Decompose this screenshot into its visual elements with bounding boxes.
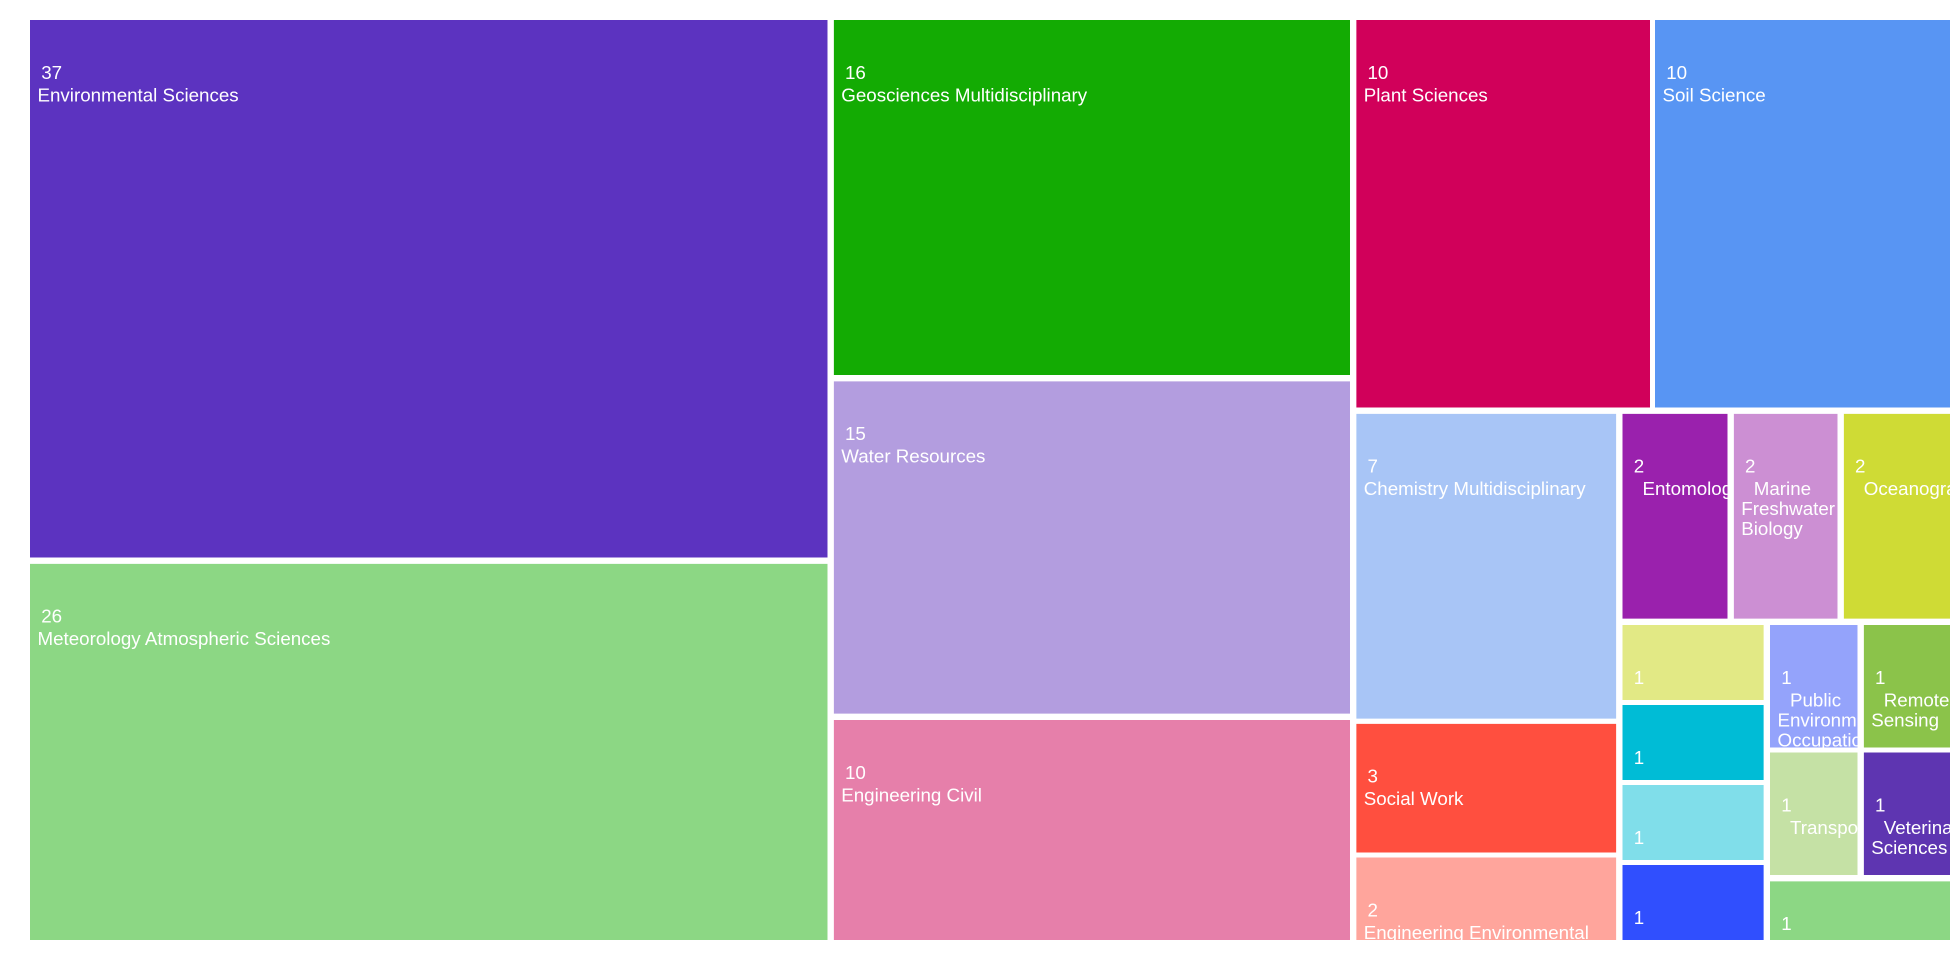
tile-value: 1 xyxy=(1875,794,1885,815)
tile-value: 2 xyxy=(1745,456,1755,477)
tile-label: Environmental Sciences xyxy=(38,84,239,105)
tile-label: Marine Freshwater Biology xyxy=(1741,478,1840,539)
tile-label: Social Work xyxy=(1364,788,1464,809)
tile-rect[interactable] xyxy=(1622,785,1764,860)
tile-rect[interactable] xyxy=(30,20,828,558)
tile-label: Oceanography xyxy=(1864,478,1960,499)
tile-value: 1 xyxy=(1634,667,1644,688)
tile-rect[interactable] xyxy=(1622,625,1764,700)
tile-value: 7 xyxy=(1368,456,1378,477)
tile-value: 1 xyxy=(1634,907,1644,928)
tile-rect[interactable] xyxy=(1356,857,1617,941)
tile-rect[interactable] xyxy=(1356,413,1617,719)
tile-label: Chemistry Multidisciplinary xyxy=(1364,478,1587,499)
tile-label: Engineering Civil xyxy=(841,784,982,805)
tile-label: Water Resources xyxy=(841,446,985,467)
tile-rect[interactable] xyxy=(833,381,1350,714)
tile[interactable]: 1 xyxy=(1770,881,1950,940)
tile-value: 15 xyxy=(845,423,866,444)
tile-value: 26 xyxy=(41,606,62,627)
tile-rect[interactable] xyxy=(833,720,1350,940)
tile-label: Veterinary Sciences xyxy=(1871,817,1960,858)
tile[interactable]: 1 xyxy=(1622,785,1764,860)
tile-rect[interactable] xyxy=(1356,20,1650,408)
tile-value: 3 xyxy=(1368,766,1378,787)
tile-value: 16 xyxy=(845,62,866,83)
tile-rect[interactable] xyxy=(1863,625,1950,748)
tile-rect[interactable] xyxy=(1770,752,1858,876)
tile-value: 2 xyxy=(1634,456,1644,477)
tile-label: Remote Sensing xyxy=(1871,689,1954,730)
tile-value: 1 xyxy=(1875,667,1885,688)
tile-rect[interactable] xyxy=(1843,413,1950,619)
tile-value: 1 xyxy=(1781,667,1791,688)
tile[interactable]: 2Oceanography xyxy=(1843,413,1960,619)
tile-value: 10 xyxy=(845,762,866,783)
tile-value: 1 xyxy=(1634,747,1644,768)
tile-rect[interactable] xyxy=(30,563,828,940)
tile-rect[interactable] xyxy=(1770,881,1950,940)
tile-label: Entomology xyxy=(1643,478,1743,499)
tile-rect[interactable] xyxy=(1622,865,1764,940)
tile-label: Meteorology Atmospheric Sciences xyxy=(38,628,331,649)
tile-rect[interactable] xyxy=(1356,723,1617,853)
tile-value: 1 xyxy=(1781,913,1791,934)
tile-value: 1 xyxy=(1634,827,1644,848)
tile-label: Soil Science xyxy=(1663,84,1766,105)
tile[interactable]: 1 xyxy=(1622,625,1764,700)
tile-rect[interactable] xyxy=(1622,413,1728,619)
tile-value: 2 xyxy=(1855,456,1865,477)
tile-label: Transportation xyxy=(1790,817,1910,838)
tile-rect[interactable] xyxy=(1733,413,1838,619)
tile-rect[interactable] xyxy=(833,20,1350,375)
tile-label: Engineering Environmental xyxy=(1364,922,1589,943)
tile-value: 1 xyxy=(1781,794,1791,815)
tile[interactable]: 1 xyxy=(1622,705,1764,780)
tile-rect[interactable] xyxy=(1770,625,1858,748)
tile-label: Public Environmental Occupational Health xyxy=(1778,689,1903,770)
tile-rect[interactable] xyxy=(1622,705,1764,780)
tile[interactable]: 1 xyxy=(1622,865,1764,940)
tile-label: Plant Sciences xyxy=(1364,84,1488,105)
tile-value: 10 xyxy=(1368,62,1389,83)
tile-label: Geosciences Multidisciplinary xyxy=(841,84,1088,105)
tile-value: 10 xyxy=(1666,62,1687,83)
tile-rect[interactable] xyxy=(1863,752,1950,876)
tile-rect[interactable] xyxy=(1655,20,1950,408)
tile-value: 2 xyxy=(1368,899,1378,920)
tile-value: 37 xyxy=(41,62,62,83)
